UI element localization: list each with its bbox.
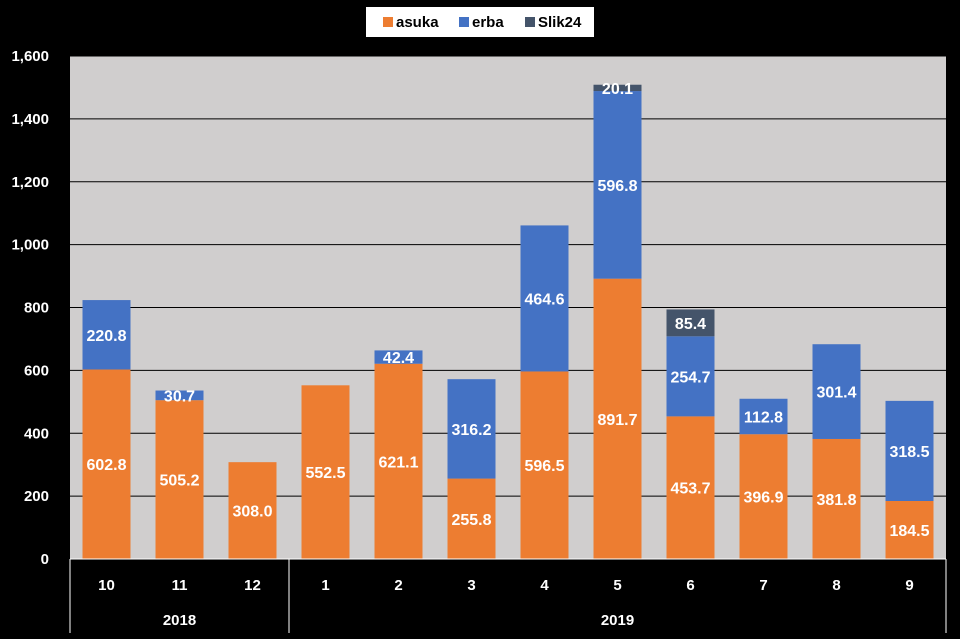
data-label: 301.4 (816, 385, 856, 402)
bar-asuka-6 (666, 416, 715, 559)
x-tick-label: 8 (832, 577, 840, 594)
bar-erba-4 (520, 225, 569, 372)
y-tick-label: 600 (24, 362, 49, 379)
bar-asuka-12 (228, 462, 277, 559)
bar-asuka-9 (885, 500, 934, 559)
data-label: 255.8 (451, 512, 491, 529)
bar-erba-2 (374, 350, 423, 364)
y-tick-label: 1,400 (11, 111, 49, 128)
y-tick-label: 400 (24, 425, 49, 442)
data-label: 552.5 (305, 465, 345, 482)
y-tick-label: 1,600 (11, 48, 49, 65)
x-tick-label: 7 (759, 577, 767, 594)
x-group-label: 2019 (601, 612, 634, 629)
data-labels: 602.8 220.8 505.2 30.7 308.0 552.5 621.1 42.4 25… (86, 81, 929, 540)
bar-asuka-3 (447, 478, 496, 559)
bar-asuka-1 (301, 385, 350, 559)
legend-swatch-slik24 (525, 17, 535, 27)
x-tick-label: 12 (244, 577, 261, 594)
y-axis: 0 200 400 600 800 1,000 1,200 1,400 1,600 (11, 48, 49, 568)
data-label: 396.9 (743, 490, 783, 507)
gridlines (70, 55, 946, 497)
data-label: 596.5 (524, 458, 564, 475)
bar-erba-11 (155, 390, 204, 401)
y-tick-label: 1,200 (11, 174, 49, 191)
bar-slik24-6 (666, 309, 715, 337)
bar-asuka-7 (739, 434, 788, 559)
bar-erba-8 (812, 344, 861, 439)
bar-asuka-8 (812, 438, 861, 559)
bar-erba-5 (593, 91, 642, 279)
legend-swatch-erba (459, 17, 469, 27)
x-tick-label: 11 (172, 577, 188, 594)
y-tick-label: 0 (41, 551, 49, 568)
data-label: 254.7 (670, 369, 710, 386)
data-label: 30.7 (164, 388, 195, 405)
data-label: 112.8 (744, 409, 783, 426)
bar-erba-3 (447, 379, 496, 479)
bar-erba-9 (885, 400, 934, 501)
bar-asuka-5 (593, 278, 642, 559)
x-tick-label: 1 (321, 577, 329, 594)
bar-slik24-5 (593, 84, 642, 92)
data-label: 316.2 (451, 422, 491, 439)
bar-erba-6 (666, 336, 715, 417)
bar-asuka-10 (82, 369, 131, 559)
legend-label-asuka: asuka (396, 14, 439, 31)
bars (82, 84, 934, 559)
x-group-label: 2018 (163, 612, 196, 629)
x-tick-label: 5 (613, 577, 621, 594)
legend: asuka erba Slik24 (366, 7, 594, 37)
legend-label-erba: erba (472, 14, 504, 31)
x-tick-label: 2 (394, 577, 402, 594)
y-tick-label: 1,000 (11, 237, 49, 254)
data-label: 464.6 (524, 291, 564, 308)
x-tick-label: 6 (686, 577, 694, 594)
legend-swatch-asuka (383, 17, 393, 27)
x-tick-label: 3 (467, 577, 475, 594)
data-label: 602.8 (86, 457, 126, 474)
bar-asuka-2 (374, 363, 423, 559)
data-label: 20.1 (602, 81, 633, 98)
bar-erba-10 (82, 300, 131, 370)
data-label: 42.4 (383, 350, 414, 367)
y-tick-label: 200 (24, 488, 49, 505)
bar-erba-7 (739, 398, 788, 435)
data-label: 85.4 (675, 316, 706, 333)
data-label: 891.7 (597, 412, 637, 429)
legend-box (366, 7, 594, 37)
bar-asuka-4 (520, 371, 569, 559)
data-label: 505.2 (159, 473, 199, 490)
y-tick-label: 800 (24, 300, 49, 317)
data-label: 381.8 (816, 492, 856, 509)
x-tick-label: 10 (98, 577, 115, 594)
data-label: 318.5 (889, 444, 929, 461)
data-label: 453.7 (670, 481, 710, 498)
x-tick-label: 4 (540, 577, 549, 594)
bar-asuka-11 (155, 400, 204, 559)
data-label: 220.8 (86, 328, 126, 345)
data-label: 596.8 (597, 178, 637, 195)
data-label: 308.0 (232, 504, 272, 521)
legend-label-slik24: Slik24 (538, 14, 582, 31)
data-label: 184.5 (889, 523, 929, 540)
x-tick-label: 9 (905, 577, 913, 594)
data-label: 621.1 (378, 454, 418, 471)
